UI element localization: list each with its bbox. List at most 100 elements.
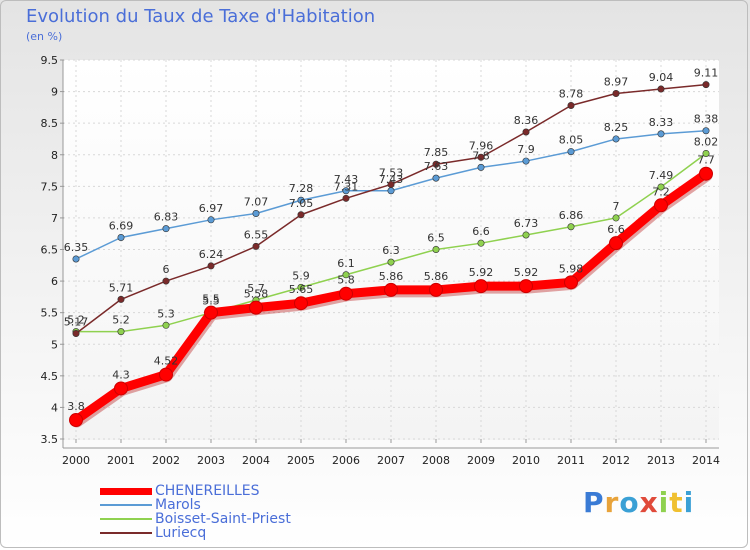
data-label-luriecq: 7.53 [379,166,404,179]
x-tick-label: 2002 [152,454,180,467]
data-point-luriecq [477,153,485,161]
data-point-luriecq [522,128,530,136]
data-point-chenereilles [609,236,623,251]
data-label-boisset-saint-priest: 5.2 [112,314,130,327]
data-label-marols: 6.83 [154,211,179,224]
x-tick-label: 2006 [332,454,360,467]
data-label-luriecq: 9.11 [694,67,719,80]
data-point-boisset-saint-priest [162,321,170,329]
y-tick-label: 8.5 [41,117,59,130]
data-label-boisset-saint-priest: 8.02 [694,135,719,148]
data-point-boisset-saint-priest [342,271,350,279]
data-label-boisset-saint-priest: 7 [613,200,620,213]
data-label-boisset-saint-priest: 6.3 [382,244,400,257]
data-label-marols: 6.97 [199,202,224,215]
data-point-chenereilles [384,282,398,297]
data-point-luriecq [342,194,350,202]
data-label-luriecq: 8.97 [604,75,629,88]
y-tick-label: 9.5 [41,54,59,67]
data-label-marols: 6.35 [64,241,89,254]
y-tick-label: 5 [51,338,58,351]
data-label-luriecq: 7.31 [334,180,359,193]
legend-label-marols: Marols [155,497,201,513]
x-tick-label: 2009 [467,454,495,467]
y-tick-label: 3.5 [41,433,59,446]
data-label-luriecq: 5.71 [109,281,134,294]
data-point-luriecq [432,160,440,168]
y-tick-label: 8 [51,149,58,162]
data-label-luriecq: 5.17 [64,316,89,329]
x-tick-label: 2004 [242,454,270,467]
y-tick-label: 6.5 [41,244,59,257]
data-point-luriecq [387,180,395,188]
data-point-marols [612,135,620,143]
data-label-marols: 8.05 [559,134,584,147]
data-label-luriecq: 8.36 [514,114,539,127]
data-label-boisset-saint-priest: 6.6 [472,225,490,238]
data-point-marols [72,255,80,263]
y-tick-label: 4 [51,401,58,414]
data-point-boisset-saint-priest [522,231,530,239]
logo-letter: P [583,486,605,519]
data-label-chenereilles: 5.92 [469,266,494,279]
data-label-marols: 7.8 [472,149,490,162]
data-label-luriecq: 9.04 [649,71,674,84]
data-point-chenereilles [564,275,578,290]
data-label-marols: 7.43 [334,173,359,186]
data-label-chenereilles: 5.98 [559,262,584,275]
data-point-chenereilles [519,279,533,294]
data-point-luriecq [207,262,215,270]
data-label-chenereilles: 5.58 [244,288,269,301]
data-label-chenereilles: 5.8 [337,274,355,287]
x-tick-label: 2014 [692,454,720,467]
y-tick-label: 4.5 [41,370,59,383]
data-point-chenereilles [114,381,128,396]
data-label-chenereilles: 5.86 [424,270,449,283]
data-label-luriecq: 7.85 [424,146,449,159]
data-point-marols [702,127,710,135]
data-point-chenereilles [294,296,308,311]
data-point-boisset-saint-priest [657,183,665,191]
legend-swatch-chenereilles [100,488,152,495]
data-point-chenereilles [474,279,488,294]
x-tick-label: 2000 [62,454,90,467]
data-point-luriecq [252,242,260,250]
data-point-chenereilles [654,198,668,213]
data-label-boisset-saint-priest: 7.49 [649,169,674,182]
x-tick-label: 2010 [512,454,540,467]
data-label-chenereilles: 5.86 [379,270,404,283]
data-label-marols: 7.9 [517,143,535,156]
logo-letter: i [658,486,670,519]
legend-swatch-luriecq [100,532,152,534]
y-tick-label: 9 [51,86,58,99]
data-label-chenereilles: 4.52 [154,355,179,368]
y-tick-label: 7 [51,212,58,225]
data-label-chenereilles: 3.8 [67,400,85,413]
data-point-chenereilles [159,367,173,382]
data-label-marols: 7.28 [289,182,314,195]
x-tick-label: 2005 [287,454,315,467]
axes: 3.5 4 4.5 5 5.5 6 6.5 7 7.5 8 8.5 9 9.5 2000 2001 2002 2… [41,54,721,467]
legend-label-luriecq: Luriecq [155,525,207,541]
data-label-chenereilles: 5.5 [202,293,220,306]
data-point-marols [252,209,260,217]
x-tick-label: 2008 [422,454,450,467]
logo-letter: x [639,486,659,519]
data-label-chenereilles: 7.7 [697,154,715,167]
data-label-chenereilles: 5.92 [514,266,539,279]
x-tick-label: 2012 [602,454,630,467]
data-label-boisset-saint-priest: 6.86 [559,209,584,222]
data-label-marols: 6.69 [109,219,134,232]
x-tick-label: 2013 [647,454,675,467]
data-label-boisset-saint-priest: 6.73 [514,217,539,230]
data-point-luriecq [702,81,710,89]
chart-subtitle: (en %) [26,30,63,43]
legend-label-boisset: Boisset-Saint-Priest [155,511,291,527]
data-point-luriecq [117,295,125,303]
data-point-luriecq [162,277,170,285]
data-label-luriecq: 8.78 [559,87,584,100]
data-point-boisset-saint-priest [477,239,485,247]
data-label-chenereilles: 5.65 [289,283,314,296]
data-point-marols [432,174,440,182]
data-point-luriecq [657,85,665,93]
